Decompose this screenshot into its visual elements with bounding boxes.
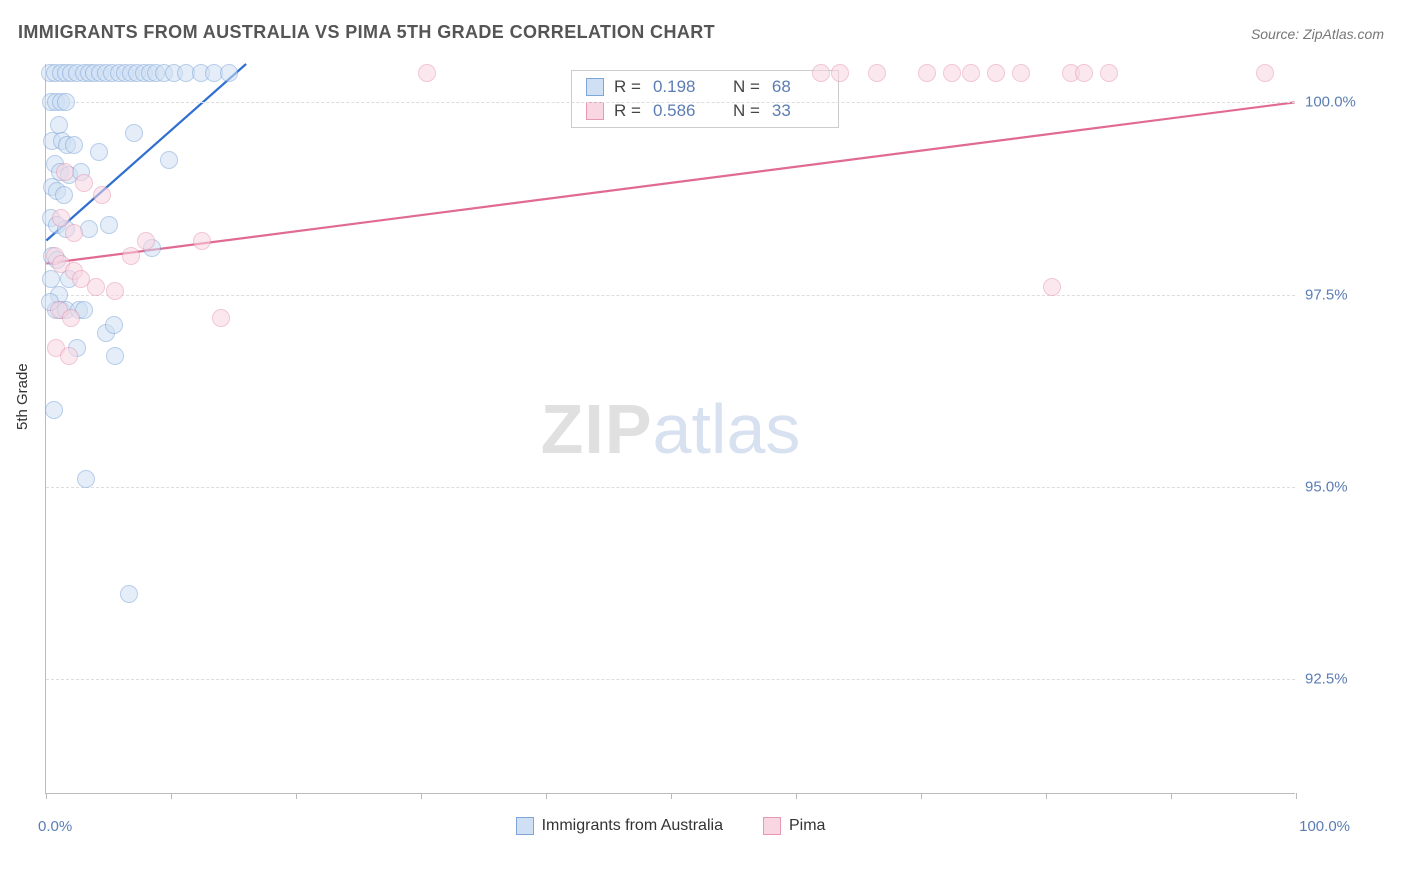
data-point-pima [418, 64, 436, 82]
data-point-pima [106, 282, 124, 300]
legend-label-pima: Pima [789, 817, 825, 835]
data-point-aus [120, 585, 138, 603]
data-point-aus [160, 151, 178, 169]
y-tick-label: 95.0% [1305, 478, 1375, 495]
gridline-h [46, 102, 1295, 103]
data-point-pima [943, 64, 961, 82]
legend-label-aus: Immigrants from Australia [542, 817, 723, 835]
data-point-pima [1012, 64, 1030, 82]
data-point-aus [77, 470, 95, 488]
data-point-aus [55, 186, 73, 204]
x-tick [1296, 793, 1297, 799]
legend-stats-box: R = 0.198N = 68R = 0.586N = 33 [571, 70, 839, 128]
data-point-aus [105, 316, 123, 334]
x-tick [671, 793, 672, 799]
gridline-h [46, 295, 1295, 296]
legend-swatch-pima [586, 102, 604, 120]
data-point-aus [90, 143, 108, 161]
plot-area: ZIPatlas R = 0.198N = 68R = 0.586N = 33 … [45, 64, 1295, 794]
legend-series: Immigrants from Australia Pima [46, 817, 1295, 835]
legend-item-aus: Immigrants from Australia [516, 817, 723, 835]
data-point-pima [987, 64, 1005, 82]
watermark-zip: ZIP [541, 390, 653, 468]
legend-item-pima: Pima [763, 817, 825, 835]
watermark-atlas: atlas [653, 390, 801, 468]
legend-r-label: R = [614, 77, 641, 97]
x-tick [546, 793, 547, 799]
x-tick [796, 793, 797, 799]
data-point-pima [962, 64, 980, 82]
data-point-pima [918, 64, 936, 82]
legend-swatch-aus [516, 817, 534, 835]
data-point-aus [125, 124, 143, 142]
data-point-pima [1043, 278, 1061, 296]
data-point-pima [87, 278, 105, 296]
data-point-aus [45, 401, 63, 419]
chart-title: IMMIGRANTS FROM AUSTRALIA VS PIMA 5TH GR… [18, 22, 715, 43]
data-point-pima [1100, 64, 1118, 82]
data-point-pima [1256, 64, 1274, 82]
data-point-pima [868, 64, 886, 82]
data-point-pima [52, 209, 70, 227]
x-tick [296, 793, 297, 799]
x-axis-max-label: 100.0% [1299, 818, 1350, 835]
legend-n-value-pima: 33 [772, 101, 824, 121]
legend-r-value-pima: 0.586 [653, 101, 705, 121]
data-point-pima [75, 174, 93, 192]
data-point-aus [220, 64, 238, 82]
data-point-pima [93, 186, 111, 204]
x-tick [171, 793, 172, 799]
gridline-h [46, 679, 1295, 680]
data-point-pima [193, 232, 211, 250]
watermark: ZIPatlas [541, 389, 801, 469]
legend-n-label: N = [733, 77, 760, 97]
legend-stat-row-aus: R = 0.198N = 68 [572, 75, 838, 99]
y-axis-title: 5th Grade [14, 363, 31, 430]
regression-lines-layer [46, 64, 1295, 793]
data-point-aus [100, 216, 118, 234]
data-point-pima [212, 309, 230, 327]
data-point-pima [831, 64, 849, 82]
data-point-pima [65, 224, 83, 242]
legend-swatch-aus [586, 78, 604, 96]
data-point-pima [1075, 64, 1093, 82]
data-point-aus [57, 93, 75, 111]
legend-r-value-aus: 0.198 [653, 77, 705, 97]
x-tick [421, 793, 422, 799]
x-tick [1171, 793, 1172, 799]
x-tick [46, 793, 47, 799]
legend-r-label: R = [614, 101, 641, 121]
x-tick [921, 793, 922, 799]
legend-swatch-pima [763, 817, 781, 835]
data-point-pima [122, 247, 140, 265]
data-point-pima [62, 309, 80, 327]
y-tick-label: 92.5% [1305, 670, 1375, 687]
data-point-aus [65, 136, 83, 154]
data-point-pima [137, 232, 155, 250]
data-point-aus [106, 347, 124, 365]
data-point-pima [60, 347, 78, 365]
chart-container: IMMIGRANTS FROM AUSTRALIA VS PIMA 5TH GR… [0, 0, 1406, 892]
y-tick-label: 100.0% [1305, 94, 1375, 111]
data-point-aus [80, 220, 98, 238]
legend-n-label: N = [733, 101, 760, 121]
gridline-h [46, 487, 1295, 488]
data-point-pima [812, 64, 830, 82]
data-point-pima [56, 163, 74, 181]
x-tick [1046, 793, 1047, 799]
y-tick-label: 97.5% [1305, 286, 1375, 303]
source-attribution: Source: ZipAtlas.com [1251, 26, 1384, 42]
